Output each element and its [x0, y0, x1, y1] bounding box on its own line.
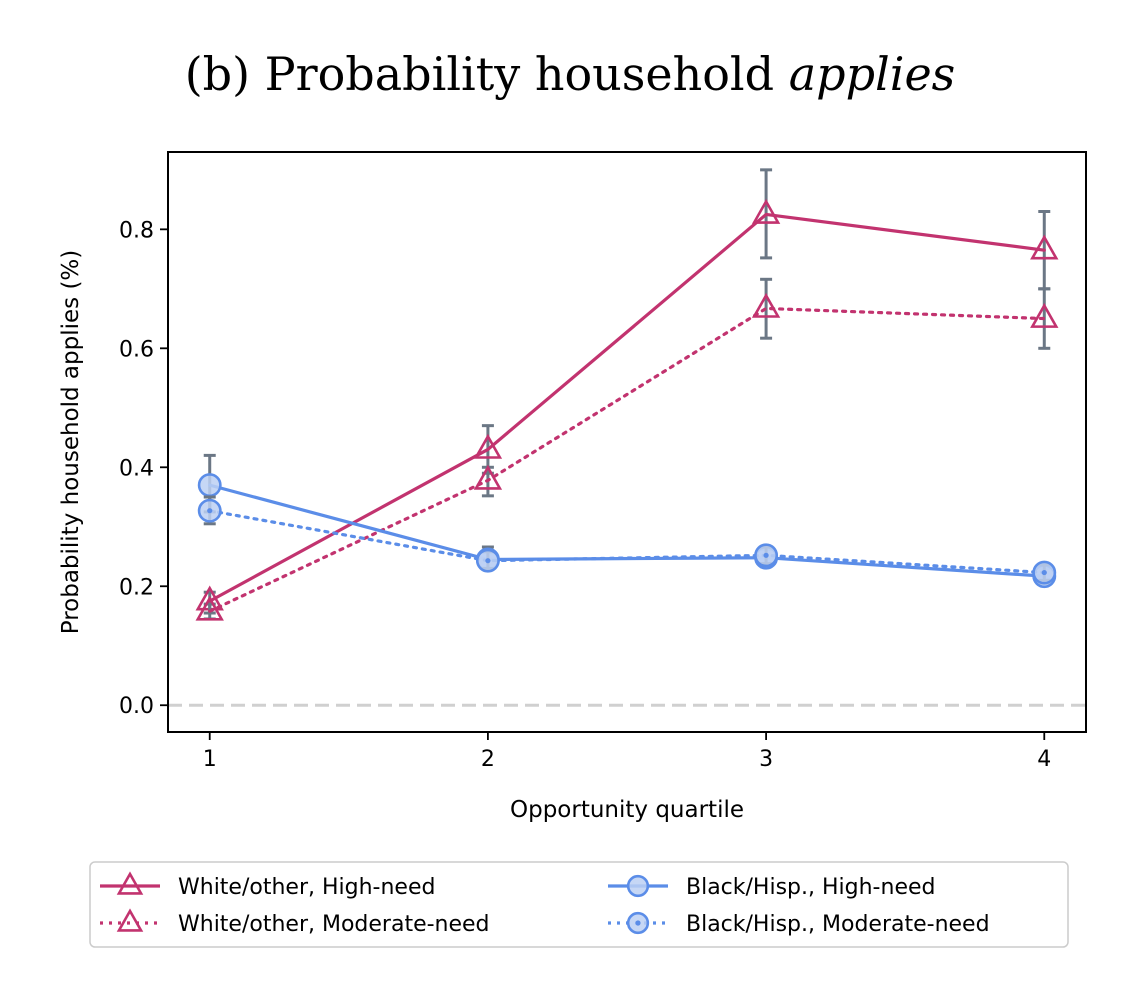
- legend: White/other, High-need White/other, Moder…: [89, 861, 1069, 948]
- legend-label: Black/Hisp., High-need: [686, 875, 935, 900]
- y-tick-label: 0.6: [119, 337, 154, 362]
- series-line: [208, 509, 1046, 575]
- legend-label: White/other, Moderate-need: [178, 912, 490, 937]
- x-axis: 1 2 3 4: [203, 732, 1051, 772]
- legend-item: White/other, Moderate-need: [100, 908, 490, 937]
- legend-label: White/other, High-need: [178, 875, 435, 900]
- legend-item: Black/Hisp., Moderate-need: [608, 911, 990, 937]
- legend-label: Black/Hisp., Moderate-need: [686, 912, 990, 937]
- x-tick-label: 3: [759, 747, 773, 772]
- y-axis: 0.0 0.2 0.4 0.6 0.8: [119, 218, 168, 719]
- legend-item: White/other, High-need: [100, 871, 435, 900]
- y-axis-label: Probability household applies (%): [58, 250, 84, 635]
- data-point: [1030, 234, 1059, 260]
- svg-text:(b) Probability household appl: (b) Probability household applies: [185, 47, 956, 101]
- data-point-center: [1041, 569, 1047, 576]
- series-4: [197, 495, 1057, 585]
- x-tick-label: 2: [481, 747, 495, 772]
- legend-marker: [626, 874, 650, 898]
- legend-marker-center: [635, 920, 641, 926]
- chart-title-emphasis: applies: [789, 47, 956, 101]
- data-point: [751, 198, 781, 224]
- x-axis-label: Opportunity quartile: [510, 797, 744, 823]
- data-point: [1030, 302, 1059, 328]
- y-tick-label: 0.8: [119, 218, 154, 243]
- chart-title: (b) Probability household applies: [185, 47, 956, 101]
- data-point-center: [485, 558, 491, 564]
- data-point: [473, 464, 503, 490]
- plot-frame: [167, 151, 1087, 733]
- chart-title-main: (b) Probability household: [185, 47, 789, 101]
- y-tick-label: 0.4: [119, 456, 154, 481]
- series-line: [208, 306, 1046, 613]
- legend-item: Black/Hisp., High-need: [608, 874, 935, 900]
- legend-marker: [116, 871, 144, 895]
- series-line: [208, 212, 1046, 603]
- data-point-center: [763, 552, 769, 558]
- data-point: [197, 473, 222, 498]
- y-tick-label: 0.2: [119, 575, 154, 600]
- series-2: [195, 277, 1059, 621]
- plot-area: [168, 152, 1086, 732]
- data-point: [195, 595, 224, 621]
- x-tick-label: 4: [1037, 747, 1051, 772]
- data-point: [751, 292, 781, 318]
- series-layer: [195, 168, 1059, 621]
- x-tick-label: 1: [203, 747, 217, 772]
- data-point-center: [207, 508, 213, 514]
- legend-frame: [89, 861, 1069, 948]
- legend-marker: [116, 908, 144, 932]
- y-tick-label: 0.0: [119, 694, 154, 719]
- data-point: [473, 433, 503, 459]
